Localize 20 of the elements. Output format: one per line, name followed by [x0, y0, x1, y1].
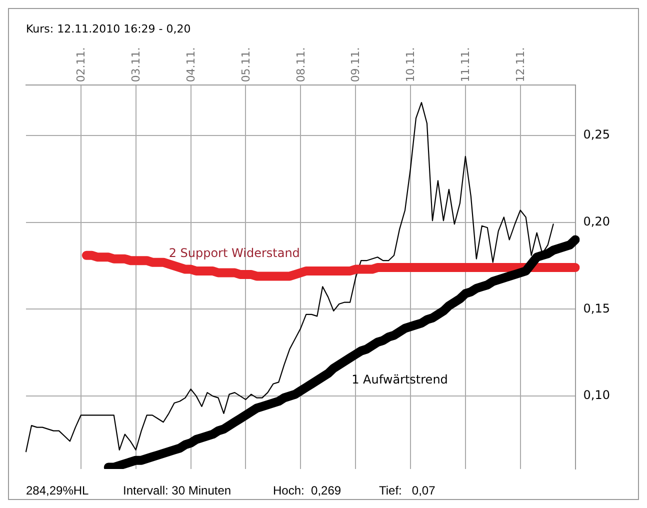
chart-title: Kurs: 12.11.2010 16:29 - 0,20: [26, 22, 191, 36]
x-tick-label: 02.11.: [74, 47, 88, 82]
text: Tief: 0,07: [379, 483, 436, 498]
x-tick-label: 04.11.: [184, 47, 198, 82]
series-label: 1 Aufwärtstrend: [352, 372, 448, 386]
x-tick-label: 08.11.: [294, 47, 308, 82]
y-tick-label: 0,15: [583, 301, 610, 316]
y-tick-label: 0,25: [583, 128, 610, 142]
y-tick-label: 0,20: [583, 214, 610, 229]
x-tick-label: 05.11.: [239, 47, 252, 82]
y-tick-label: 0,10: [583, 388, 610, 402]
text: Hoch: 0,269: [273, 483, 342, 498]
x-tick-label: 10.11.: [404, 47, 418, 82]
text: 284,29%HL: [26, 483, 90, 498]
x-tick-label: 11.11.: [459, 47, 472, 82]
x-tick-label: 09.11.: [349, 47, 362, 82]
x-tick-label: 12.11.: [514, 47, 528, 82]
text: Intervall: 30 Minuten: [123, 483, 232, 498]
x-tick-label: 03.11.: [130, 47, 143, 82]
series-label: 2 Support Widerstand: [168, 246, 300, 260]
